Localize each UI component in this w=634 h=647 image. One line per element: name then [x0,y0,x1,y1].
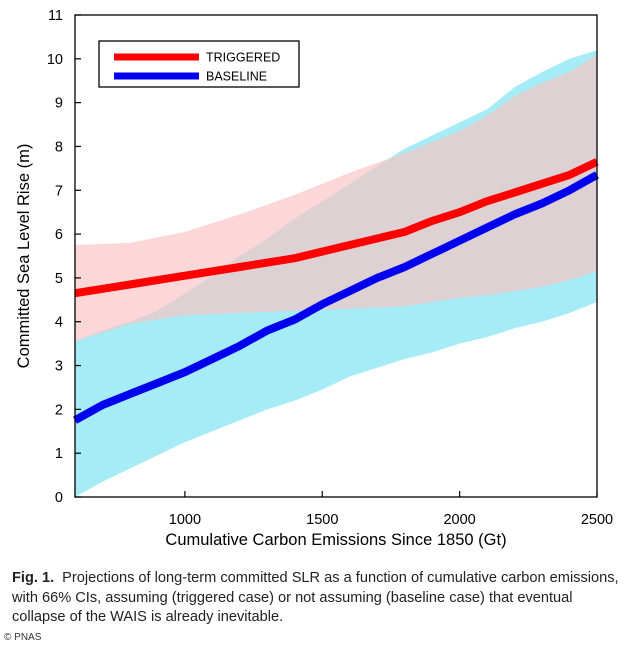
axes [74,14,598,498]
y-tick-label: 8 [55,139,63,155]
series-line-triggered [74,158,599,298]
y-tick-label: 9 [55,96,63,112]
y-tick-label: 11 [48,8,63,24]
y-tick-label: 7 [55,183,63,199]
chart: 0 1 2 3 4 5 6 7 8 9 10 11 1000 1500 2000 2500 Cumulativ… [15,8,613,549]
axis-ticks: 0 1 2 3 4 5 6 7 8 9 10 11 1000 1500 2000 2500 [47,8,613,528]
figure-caption-text: Projections of long-term committed SLR a… [12,570,619,625]
x-axis-title: Cumulative Carbon Emissions Since 1850 (… [165,531,506,549]
x-tick-label: 1000 [169,512,201,528]
confidence-bands [75,50,597,497]
x-tick-label: 1500 [306,512,338,528]
x-tick-label: 2000 [443,512,475,528]
y-tick-label: 4 [55,315,63,331]
plot-frame [74,14,598,498]
legend: TRIGGERED BASELINE [98,40,300,88]
y-tick-label: 1 [55,446,63,462]
y-axis-title: Committed Sea Level Rise (m) [15,144,33,369]
figure-label: Fig. 1. [12,570,55,586]
y-tick-label: 2 [55,402,63,418]
legend-label-triggered: TRIGGERED [206,51,280,65]
y-tick-label: 0 [55,490,63,506]
y-tick-label: 10 [47,52,63,68]
series-line-baseline [73,171,599,424]
image-credit: © PNAS [4,632,42,643]
figure-caption: Fig. 1. Projections of long-term committe… [12,569,624,628]
legend-label-baseline: BASELINE [206,70,267,84]
y-tick-label: 6 [55,227,63,243]
series-lines [73,158,599,424]
y-tick-label: 3 [55,359,63,375]
y-tick-label: 5 [55,271,63,287]
x-tick-label: 2500 [581,512,613,528]
